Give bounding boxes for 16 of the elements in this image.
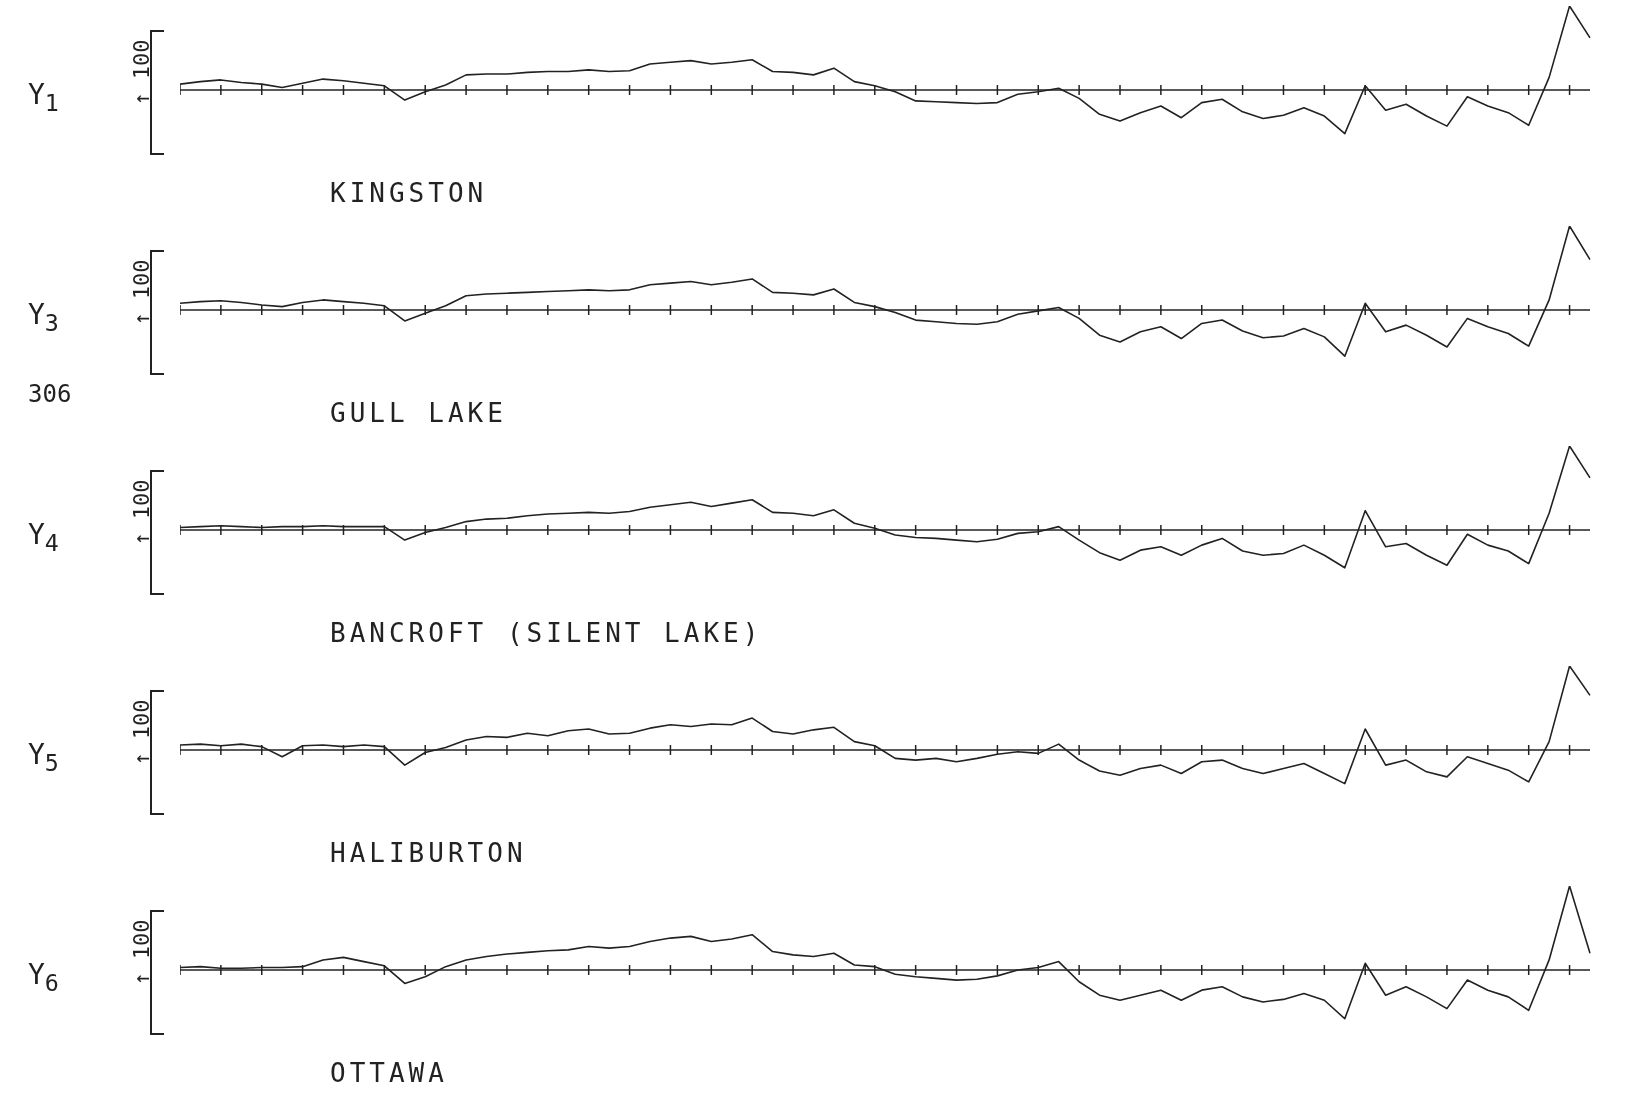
y-axis-title: Y$_{4}$	[28, 518, 59, 557]
text: OTTAWA	[330, 1058, 448, 1088]
y-axis-title: Y$_{1}$	[28, 78, 59, 117]
text: HALIBURTON	[330, 838, 527, 868]
y-axis-title: Y$_{3}$	[28, 298, 59, 337]
text: ↑ 100	[128, 479, 154, 546]
text: ↑ 100	[128, 39, 154, 106]
text: KINGSTON	[330, 178, 488, 208]
text: ↑ 100	[128, 259, 154, 326]
y-axis-title: Y$_{5}$	[28, 738, 59, 777]
text: 306	[28, 380, 72, 408]
text: BANCROFT (SILENT LAKE)	[330, 618, 763, 648]
y-axis-title: Y$_{6}$	[28, 958, 59, 997]
text: ↑ 100	[128, 699, 154, 766]
text: ↑ 100	[128, 919, 154, 986]
text: GULL LAKE	[330, 398, 507, 428]
